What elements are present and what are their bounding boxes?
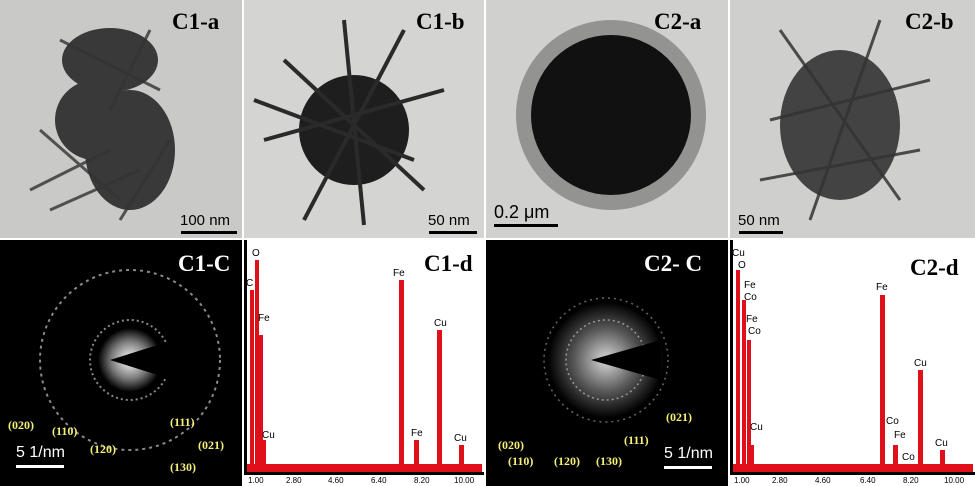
element-label: Fe (744, 280, 756, 291)
scale-label-c2c: 5 1/nm (664, 445, 713, 462)
x-tick: 4.60 (815, 476, 831, 485)
index-label: (130) (170, 460, 196, 474)
c2a-particle (516, 20, 706, 210)
index-label: (130) (596, 454, 622, 468)
tem-image-c2a: C2-a 0.2 μm (486, 0, 728, 238)
index-label: (110) (52, 424, 78, 438)
tem-image-c1b: C1-b 50 nm (244, 0, 484, 238)
index-label: (021) (666, 410, 692, 424)
element-label: C (246, 278, 254, 289)
x-tick: 2.80 (772, 476, 788, 485)
element-label: Co (886, 416, 899, 427)
scale-bar-c1a (181, 231, 237, 234)
x-tick: 10.00 (454, 476, 475, 485)
scale-label-c2a: 0.2 μm (494, 202, 550, 222)
index-label: (111) (170, 415, 195, 429)
saed-pattern-c2c: C2- C (020) (110) (120) (130) (111) (021… (486, 240, 728, 486)
panel-title-c2a: C2-a (654, 9, 702, 34)
c2b-particle (759, 19, 931, 221)
x-tick: 8.20 (414, 476, 430, 485)
x-tick: 8.20 (903, 476, 919, 485)
c2c-diffraction-rings (543, 297, 669, 423)
tem-image-c1a: C1-a 100 nm (0, 0, 242, 238)
x-tick: 4.60 (328, 476, 344, 485)
element-label: Cu (434, 318, 447, 329)
element-label: Cu (935, 438, 948, 449)
element-label: Fe (746, 314, 758, 325)
eds-spectrum-c2d: C2-d Cu O Fe Co Fe Co Cu Fe Co Fe Co Cu … (730, 240, 975, 486)
scale-bar-c1c (16, 465, 64, 468)
element-label: O (738, 260, 746, 271)
scale-label-c1c: 5 1/nm (16, 444, 65, 461)
x-tick: 10.00 (944, 476, 965, 485)
eds-spectrum-c1d: C1-d C O Fe Cu Fe Fe Cu Cu 1.00 2.80 4.6… (244, 240, 484, 486)
element-label: Cu (750, 422, 763, 433)
c1a-particle (29, 28, 175, 221)
element-label: O (252, 248, 260, 259)
index-label: (120) (554, 454, 580, 468)
element-label: Co (902, 452, 915, 463)
scale-bar-c2b (739, 231, 783, 234)
c1c-diffraction-rings (39, 269, 221, 451)
index-label: (120) (90, 442, 116, 456)
element-label: Cu (732, 248, 745, 259)
panel-title-c2d: C2-d (910, 255, 959, 280)
scale-bar-c2a (494, 224, 558, 227)
x-tick: 1.00 (248, 476, 264, 485)
tem-image-c2b: C2-b 50 nm (730, 0, 975, 238)
scale-bar-c1b (429, 231, 477, 234)
index-label: (111) (624, 433, 649, 447)
c1d-spectrum-bars (244, 240, 484, 475)
index-label: (020) (498, 438, 524, 452)
panel-title-c1d: C1-d (424, 251, 473, 276)
element-label: Co (744, 292, 757, 303)
panel-title-c2b: C2-b (905, 9, 954, 34)
x-tick: 2.80 (286, 476, 302, 485)
index-label: (110) (508, 454, 534, 468)
index-label: (020) (8, 418, 34, 432)
element-label: Co (748, 326, 761, 337)
panel-title-c1a: C1-a (172, 9, 220, 34)
scale-bar-c2c (664, 466, 712, 469)
element-label: Fe (393, 268, 405, 279)
c2d-spectrum-bars (730, 240, 975, 475)
x-tick: 6.40 (371, 476, 387, 485)
x-tick: 1.00 (734, 476, 750, 485)
scale-label-c1b: 50 nm (428, 212, 470, 229)
element-label: Fe (876, 282, 888, 293)
element-label: Fe (894, 430, 906, 441)
panel-title-c1c: C1-C (178, 251, 231, 276)
scale-label-c1a: 100 nm (180, 212, 231, 229)
element-label: Cu (262, 430, 275, 441)
x-tick: 6.40 (860, 476, 876, 485)
c1b-particle (253, 19, 445, 226)
element-label: Cu (454, 433, 467, 444)
panel-title-c2c: C2- C (644, 251, 703, 276)
scale-label-c2b: 50 nm (738, 212, 780, 229)
element-label: Fe (411, 428, 423, 439)
index-label: (021) (198, 438, 224, 452)
element-label: Fe (258, 313, 270, 324)
saed-pattern-c1c: C1-C (020) (110) (120) (111) (130) (021)… (0, 240, 242, 486)
element-label: Cu (914, 358, 927, 369)
panel-title-c1b: C1-b (416, 9, 465, 34)
